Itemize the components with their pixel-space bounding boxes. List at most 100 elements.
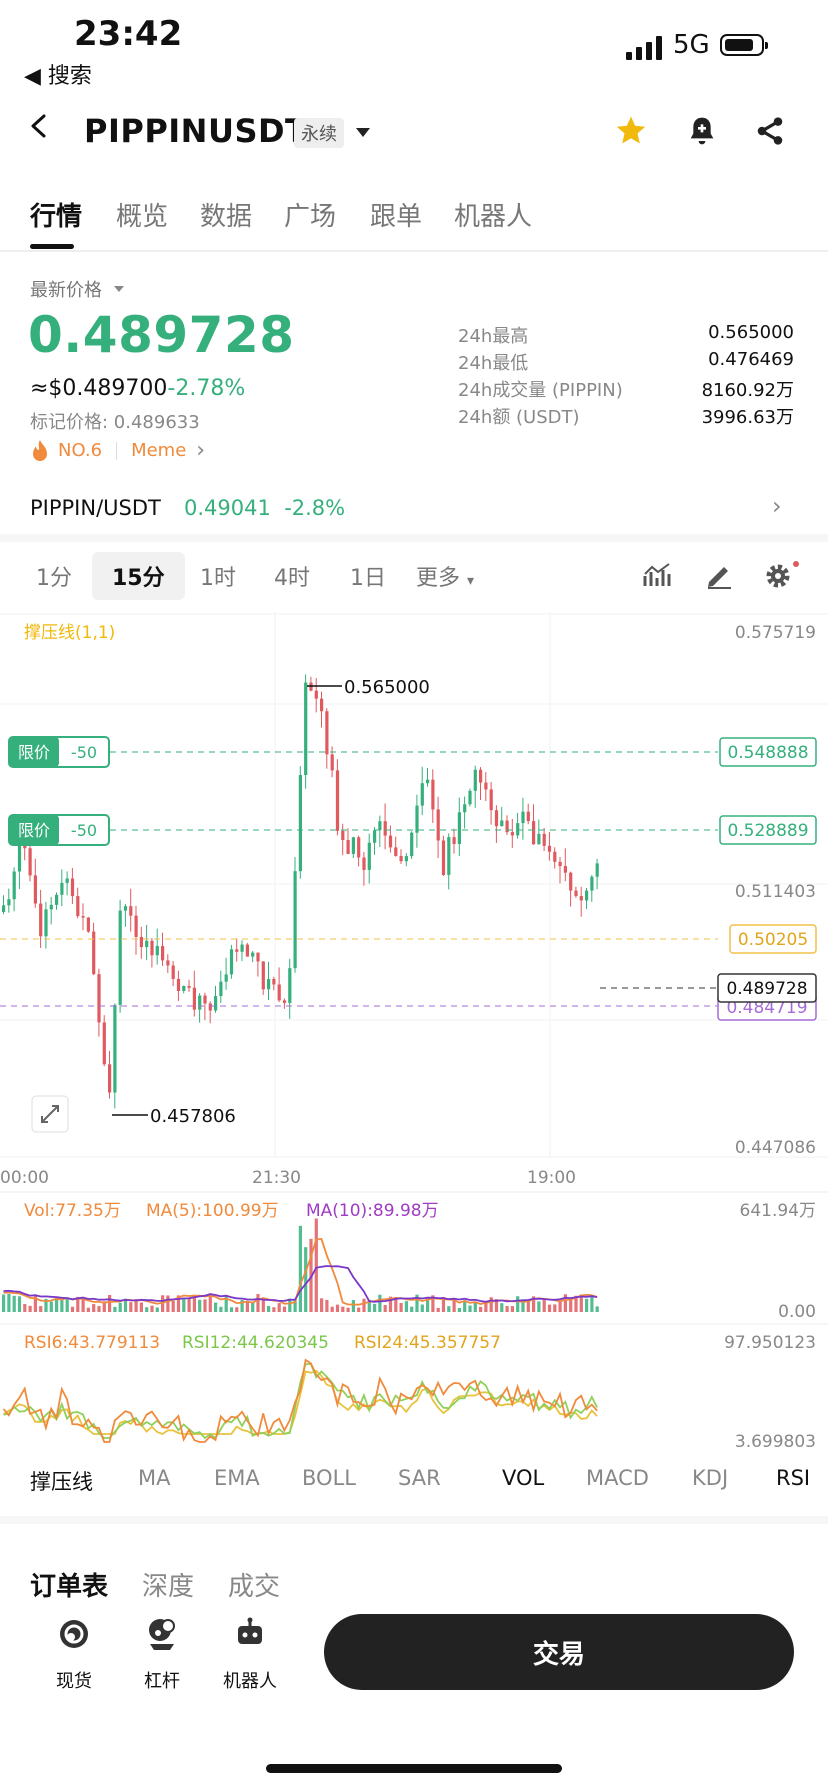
ind-sar[interactable]: SAR [398,1466,441,1490]
spot-price-change: 0.49041 -2.8% [184,496,346,520]
back-to-search-link[interactable]: ◀ 搜索 [24,64,92,89]
tab-depth[interactable]: 深度 [142,1572,195,1602]
axis-mid-label: 0.511403 [735,882,816,902]
margin-button[interactable]: 杠杆 [122,1616,202,1693]
ind-vol[interactable]: VOL [502,1466,545,1490]
spot-chevron-icon[interactable]: › [772,492,782,520]
candle-body [426,779,430,784]
limit-order-tag-1[interactable]: 限价 -50 [8,736,110,768]
tab-orderbook[interactable]: 订单表 [30,1572,109,1602]
volume-bar [60,1300,64,1312]
stat-value: 0.476469 [708,349,794,370]
price-tag-resistance: 0.50205 [729,924,817,954]
volume-bar [431,1295,435,1312]
candle-body [113,1004,117,1093]
volume-bar [235,1307,239,1312]
spot-button[interactable]: 现货 [34,1616,114,1693]
network-type: 5G [673,30,710,60]
vol-ma5-label: MA(5):100.99万 [146,1201,279,1221]
pair-title[interactable]: PIPPINUSDT [84,112,308,150]
volume-bar [102,1301,106,1312]
ind-ema[interactable]: EMA [214,1466,260,1490]
limit-2-price: 0.528889 [727,821,808,841]
candle-body [55,894,59,905]
tab-square[interactable]: 广场 [284,202,337,232]
ind-kdj[interactable]: KDJ [692,1466,729,1490]
ind-ma[interactable]: MA [138,1466,171,1490]
volume-bar [404,1301,408,1312]
pair-dropdown-icon[interactable] [356,128,370,137]
tab-trades[interactable]: 成交 [228,1572,281,1602]
candle-body [282,1000,287,1003]
candle-body [33,875,37,904]
candle-body [547,845,552,852]
x-label-1: 00:00 [0,1168,49,1188]
favorite-star-icon[interactable] [614,114,648,148]
timeframe-1d[interactable]: 1日 [350,566,386,591]
tab-market[interactable]: 行情 [30,202,83,232]
drawing-pencil-icon[interactable] [704,560,734,590]
timeframe-15m[interactable]: 15分 [92,552,185,600]
volume-bar [155,1307,159,1312]
bot-button[interactable]: 机器人 [210,1616,290,1693]
limit-order-tag-2[interactable]: 限价 -50 [8,814,110,846]
candle-body [569,872,573,891]
volume-bar [192,1294,196,1312]
ind-macd[interactable]: MACD [586,1466,649,1490]
candle-body [60,882,64,895]
share-icon[interactable] [754,114,786,148]
volume-bar [378,1294,382,1312]
tab-overview[interactable]: 概览 [116,202,169,232]
candlestick-chart[interactable]: 撑压线(1,1) 0.575719 0.511403 0.447086 限价 -… [0,612,828,1452]
active-tab-indicator [30,244,74,249]
margin-icon [149,1619,175,1650]
limit-1-price: 0.548888 [727,743,808,763]
x-label-2: 21:30 [252,1168,301,1188]
volume-bar [373,1303,377,1312]
volume-bar [261,1299,265,1312]
volume-bar [399,1302,403,1312]
stat-label: 24h成交量 (PIPPIN) [458,380,623,401]
volume-bar [505,1306,509,1312]
spot-pair-link[interactable]: PIPPIN/USDT [30,496,161,520]
candle-body [341,830,345,841]
volume-bar [537,1301,541,1312]
volume-bar [240,1300,244,1312]
ind-sr[interactable]: 撑压线 [30,1470,93,1494]
tab-copy-trading[interactable]: 跟单 [370,202,423,232]
ind-boll[interactable]: BOLL [302,1466,356,1490]
candle-body [92,931,96,975]
volume-bar [55,1297,59,1312]
volume-bar [44,1298,48,1312]
timeframe-1m[interactable]: 1分 [36,566,72,591]
rank-row[interactable]: NO.6 Meme › [30,438,205,463]
latest-price-label[interactable]: 最新价格 [30,280,102,301]
limit-tag-qty: -50 [71,743,97,762]
volume-bar [65,1297,69,1312]
chart-settings-gear-icon[interactable] [764,560,800,590]
rank-separator [116,441,118,460]
volume-bar [17,1296,22,1312]
home-indicator [266,1764,562,1773]
candle-body [208,1003,212,1011]
tab-data[interactable]: 数据 [200,202,253,232]
back-arrow-icon[interactable] [28,114,52,138]
volume-bar [590,1296,594,1312]
timeframe-4h[interactable]: 4时 [274,566,310,591]
fullscreen-expand-icon[interactable] [31,1095,69,1133]
volume-bar [547,1304,552,1312]
contract-type-badge[interactable]: 永续 [294,118,344,148]
indicator-chart-icon[interactable] [642,560,672,590]
trade-button[interactable]: 交易 [324,1614,794,1690]
candle-body [134,915,138,937]
candle-body [367,842,371,870]
price-alert-bell-icon[interactable] [686,114,718,148]
volume-bar [463,1300,467,1312]
candle-body [102,1022,106,1065]
ind-rsi[interactable]: RSI [776,1466,811,1490]
tab-bots[interactable]: 机器人 [454,202,533,232]
candle-body [410,832,414,857]
timeframe-more[interactable]: 更多 ▾ [416,560,474,592]
latest-price-caret-icon[interactable] [114,286,124,292]
timeframe-1h[interactable]: 1时 [200,566,236,591]
